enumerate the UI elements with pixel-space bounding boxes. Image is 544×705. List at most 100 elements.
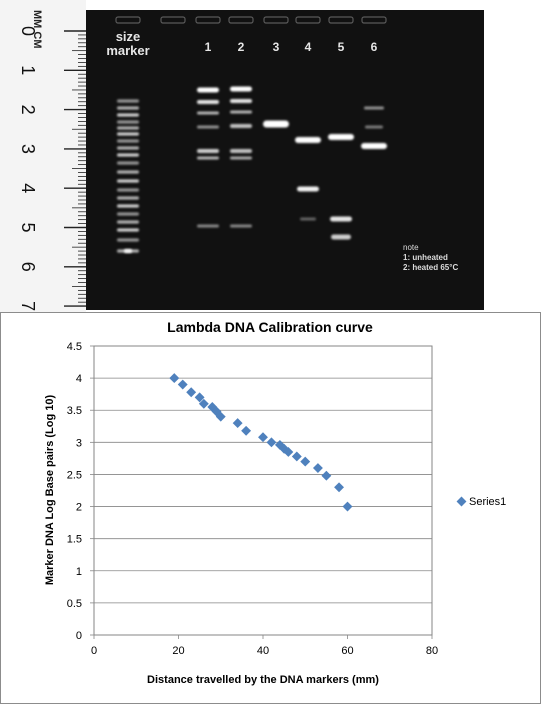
lane-label-6: 6 bbox=[371, 40, 378, 54]
y-tick-label: 4.5 bbox=[67, 341, 82, 353]
data-point bbox=[198, 398, 209, 409]
gel-band bbox=[117, 99, 139, 103]
gel-well bbox=[228, 16, 254, 24]
legend-label: Series1 bbox=[469, 496, 506, 508]
gel-well bbox=[295, 16, 321, 24]
gel-band bbox=[300, 217, 316, 221]
lane-label-2: 2 bbox=[238, 40, 245, 54]
ruler-ticks bbox=[64, 30, 86, 307]
data-point bbox=[283, 447, 294, 457]
gel-well bbox=[361, 16, 387, 24]
wells bbox=[115, 16, 387, 24]
gel-band bbox=[330, 216, 352, 222]
gel-band bbox=[230, 99, 252, 103]
gel-band bbox=[124, 249, 132, 253]
data-point bbox=[266, 437, 277, 448]
gel-well bbox=[160, 16, 186, 24]
gel-band bbox=[117, 120, 139, 124]
y-tick-label: 0.5 bbox=[67, 598, 82, 610]
note-line-2: 2: heated 65°C bbox=[403, 263, 458, 272]
y-tick-label: 4 bbox=[76, 373, 82, 385]
gel-band bbox=[117, 139, 139, 143]
y-tick-label: 3.5 bbox=[67, 405, 82, 417]
gel-band bbox=[117, 153, 139, 157]
y-tick-labels: 0 0.5 1 1.5 2 2.5 3 3.5 4 4.5 bbox=[67, 341, 82, 642]
gel-band bbox=[361, 143, 387, 149]
gel-band bbox=[197, 111, 219, 115]
gel-band bbox=[230, 224, 252, 228]
gel-band bbox=[230, 156, 252, 160]
x-tick-labels: 0 20 40 60 80 bbox=[91, 645, 438, 657]
calibration-chart: Lambda DNA Calibration curve 0 0.5 1 1.5 2 2.… bbox=[0, 312, 541, 704]
gel-band bbox=[197, 125, 219, 129]
gel-band bbox=[197, 156, 219, 160]
y-tick-label: 2 bbox=[76, 502, 82, 514]
gel-band bbox=[117, 146, 139, 150]
gel-band bbox=[230, 124, 252, 128]
ruler-number: 3 bbox=[18, 144, 38, 154]
data-point bbox=[232, 418, 243, 429]
x-tick-label: 40 bbox=[257, 645, 269, 657]
gel-band bbox=[117, 204, 139, 208]
marker-label-size: size bbox=[116, 29, 141, 44]
gel-band bbox=[117, 228, 139, 232]
gel-band bbox=[331, 234, 351, 240]
ruler-units: MM CM bbox=[31, 10, 43, 49]
gel-well bbox=[195, 16, 221, 24]
gel-band bbox=[117, 161, 139, 165]
data-point bbox=[241, 425, 252, 436]
gel-band bbox=[117, 170, 139, 174]
y-tick-label: 3 bbox=[76, 437, 82, 449]
gel-band bbox=[117, 220, 139, 224]
gel-well bbox=[263, 16, 289, 24]
x-tick-label: 0 bbox=[91, 645, 97, 657]
gel-band bbox=[328, 134, 354, 140]
y-tick-label: 2.5 bbox=[67, 469, 82, 481]
gel-image: MM CM 0 1 2 3 4 5 6 7 size marker 1 2 3 4 5 6 n… bbox=[0, 0, 484, 312]
data-point bbox=[342, 501, 353, 512]
x-axis-label: Distance travelled by the DNA markers (m… bbox=[147, 674, 379, 686]
gel-band bbox=[230, 149, 252, 153]
x-tick-label: 80 bbox=[426, 645, 438, 657]
plot-area bbox=[93, 345, 433, 636]
data-point bbox=[177, 379, 188, 390]
ruler-number: 5 bbox=[18, 222, 38, 232]
gel-well bbox=[115, 16, 141, 24]
ruler-number: 6 bbox=[18, 262, 38, 272]
gel-band bbox=[365, 125, 383, 129]
gel-band bbox=[197, 224, 219, 228]
y-axis-label: Marker DNA Log Base pairs (Log 10) bbox=[44, 395, 56, 586]
gel-band bbox=[117, 238, 139, 242]
gel-band bbox=[230, 110, 252, 114]
gel-band bbox=[230, 86, 252, 92]
x-tick-label: 60 bbox=[341, 645, 353, 657]
note-line-1: 1: unheated bbox=[403, 253, 448, 262]
gel-band bbox=[117, 212, 139, 216]
ruler bbox=[0, 0, 86, 312]
gel-band bbox=[197, 100, 219, 104]
data-point bbox=[215, 411, 226, 422]
y-tick-label: 1 bbox=[76, 566, 82, 578]
lane-label-4: 4 bbox=[305, 40, 312, 54]
y-tick-label: 0 bbox=[76, 630, 82, 642]
ruler-number: 1 bbox=[18, 65, 38, 75]
gel-band bbox=[117, 196, 139, 200]
lane-label-1: 1 bbox=[205, 40, 212, 54]
ruler-number: 0 bbox=[18, 26, 38, 36]
gel-band bbox=[117, 126, 139, 130]
gel-band bbox=[117, 188, 139, 192]
chart-title: Lambda DNA Calibration curve bbox=[167, 319, 373, 335]
chart-gridlines bbox=[90, 345, 433, 639]
ruler-number: 4 bbox=[18, 183, 38, 193]
note-title: note bbox=[403, 243, 419, 252]
lane-label-3: 3 bbox=[273, 40, 280, 54]
ruler-numbers: 0 1 2 3 4 5 6 7 bbox=[18, 26, 38, 311]
data-point bbox=[186, 387, 197, 398]
gel-band bbox=[297, 186, 319, 192]
gel-bands bbox=[117, 86, 387, 253]
gel-band bbox=[263, 120, 289, 128]
data-point bbox=[334, 482, 344, 493]
gel-band bbox=[117, 113, 139, 117]
gel-band bbox=[364, 106, 384, 110]
y-tick-label: 1.5 bbox=[67, 534, 82, 546]
